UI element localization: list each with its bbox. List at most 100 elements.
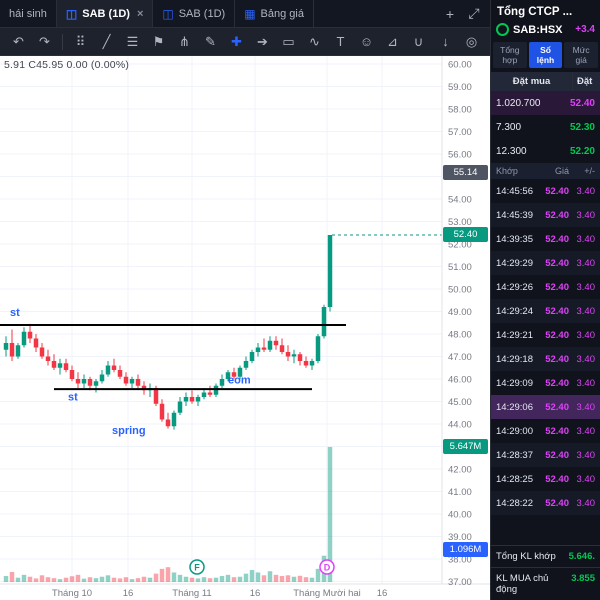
trade-time: 14:28:22 [496,497,533,509]
trade-list-headers: Khớp Giá +/- [491,163,600,180]
svg-text:D: D [324,563,331,573]
crosshair-tool-icon[interactable]: ⠿ [75,33,86,49]
magnet-tool-icon[interactable]: ∪ [413,33,424,49]
trade-time: 14:29:24 [496,305,533,317]
trade-row[interactable]: 14:29:29 52.40 3.40 [491,251,600,276]
svg-text:57.00: 57.00 [448,127,472,138]
trade-row[interactable]: 14:29:09 52.40 3.40 [491,371,600,395]
arrow-down-tool-icon[interactable]: ↓ [442,33,449,49]
trade-row[interactable]: 14:29:26 52.40 3.40 [491,275,600,299]
undo-icon[interactable]: ↶ [13,33,24,49]
tab-label: SAB (1D) [82,7,130,20]
svg-text:st: st [10,307,20,319]
trade-row[interactable]: 14:28:37 52.40 3.40 [491,443,600,468]
bid-price: 52.30 [569,121,595,133]
trade-change: 3.40 [576,497,596,509]
trade-time: 14:29:06 [496,401,533,413]
trade-row[interactable]: 14:39:35 52.40 3.40 [491,227,600,251]
trade-time: 14:29:09 [496,377,533,389]
pitchfork-tool-icon[interactable]: ⋔ [179,33,190,49]
trade-time: 14:29:21 [496,329,533,341]
total-row: Tổng KL khớp 5.646. [491,545,600,567]
chart-tab-3[interactable]: ▦ Bảng giá [235,0,314,27]
trade-row[interactable]: 14:29:21 52.40 3.40 [491,323,600,347]
trade-time: 14:39:35 [496,233,533,245]
trade-row[interactable]: 14:29:18 52.40 3.40 [491,347,600,372]
trade-row[interactable]: 14:29:06 52.40 3.40 [491,395,600,420]
panel-tab-Mức-giá[interactable]: Mức giá [564,42,599,69]
svg-text:60.00: 60.00 [448,60,472,71]
chart-tab-0[interactable]: hái sinh [0,0,57,27]
text-tool-icon[interactable]: T [336,33,345,49]
svg-text:Tháng 11: Tháng 11 [172,588,211,599]
order-book-row[interactable]: 1.020.700 52.40 [491,91,600,116]
trade-price: 52.40 [545,281,569,293]
trade-change: 3.40 [576,401,596,413]
trendline-tool-icon[interactable]: ╱ [102,33,111,49]
drawing-toolbar: ↶ ↷ ⠿ ╱ ☰ ⚑ ⋔ ✎ ✚ ➔ ▭ ∿ T ☺ ⊿ ∪ ↓ ◎ [0,28,490,56]
trade-row[interactable]: 14:45:56 52.40 3.40 [491,179,600,203]
fib-tool-icon[interactable]: ☰ [126,33,139,49]
trade-time: 14:28:37 [496,449,533,461]
ruler-tool-icon[interactable]: ⊿ [387,33,398,49]
svg-text:46.00: 46.00 [448,375,472,386]
add-tab-icon[interactable]: + [445,5,455,22]
close-tab-icon[interactable]: × [136,7,144,20]
trade-time: 14:28:25 [496,473,533,485]
trend-lines-layer [0,234,442,391]
axis-badge-52.40: 52.40 [443,227,488,242]
trade-change: 3.40 [576,473,596,485]
chart-area[interactable]: 5.91 C45.95 0.00 (0.00%) st st spring eom F D… [0,56,490,600]
brush-tool-icon[interactable]: ✎ [205,33,216,49]
expand-icon[interactable]: ⤢ [468,5,480,21]
svg-text:eom: eom [228,375,251,387]
trade-price: 52.40 [545,257,569,269]
trade-row[interactable]: 14:28:22 52.40 3.40 [491,491,600,516]
price-change-badge: +3.4 [575,24,595,35]
panel-tab-Tổng-hợp[interactable]: Tổng hợp [493,42,527,69]
trade-row[interactable]: 14:28:25 52.40 3.40 [491,467,600,491]
svg-text:50.00: 50.00 [448,285,472,296]
order-book-row[interactable]: 12.300 52.20 [491,139,600,163]
chart-icon: ◫ [162,6,174,21]
shape-tool-icon[interactable]: ▭ [282,33,295,49]
trade-row[interactable]: 14:29:00 52.40 3.40 [491,419,600,443]
trade-time: 14:45:56 [496,185,533,197]
marker-tool-icon[interactable]: ➔ [257,33,268,49]
order-book-headers: Đặt mua Đặt [491,72,600,92]
target-tool-icon[interactable]: ◎ [465,33,478,49]
trade-change: 3.40 [576,257,596,269]
panel-tab-Sổ-lệnh[interactable]: Sổ lệnh [528,42,563,69]
trade-change: 3.40 [576,449,596,461]
redo-icon[interactable]: ↷ [39,33,50,49]
symbol-row: SAB:HSX +3.4 [491,20,600,40]
order-book-row[interactable]: 7.300 52.30 [491,115,600,139]
svg-text:56.00: 56.00 [448,150,472,161]
chart-tab-1[interactable]: ◫ SAB (1D) × [56,0,154,27]
panel-tab-line: Tổng [500,45,520,55]
trade-price: 52.40 [545,497,569,509]
wave-tool-icon[interactable]: ∿ [309,33,320,49]
svg-text:54.00: 54.00 [448,195,472,206]
toolbar-separator [62,33,63,50]
axes-layer: 60.0059.0058.0057.0056.0055.0054.0053.00… [0,56,490,599]
cross-tool-icon[interactable]: ✚ [231,33,242,49]
symbol-logo-icon [496,23,509,36]
emoji-tool-icon[interactable]: ☺ [359,33,374,49]
trade-row[interactable]: 14:29:24 52.40 3.40 [491,299,600,324]
tab-label: Bảng giá [260,7,304,20]
flag-tool-icon[interactable]: ⚑ [152,33,165,49]
ask-column-header: Đặt [572,72,600,92]
bid-price: 52.40 [569,97,595,109]
chart-tab-2[interactable]: ◫ SAB (1D) [153,0,236,27]
trade-row[interactable]: 14:45:39 52.40 3.40 [491,203,600,228]
chart-tabbar: hái sinh ◫ SAB (1D) × ◫ SAB (1D) ▦ Bảng giá + ⤢ [0,0,490,28]
axis-badge-1.096M: 1.096M [443,542,488,557]
trade-time: 14:45:39 [496,209,533,221]
panel-tab-line: Sổ [540,45,551,55]
bid-column-header: Đặt mua [512,76,551,88]
trade-change: 3.40 [576,185,596,197]
tab-label: hái sinh [9,7,47,20]
